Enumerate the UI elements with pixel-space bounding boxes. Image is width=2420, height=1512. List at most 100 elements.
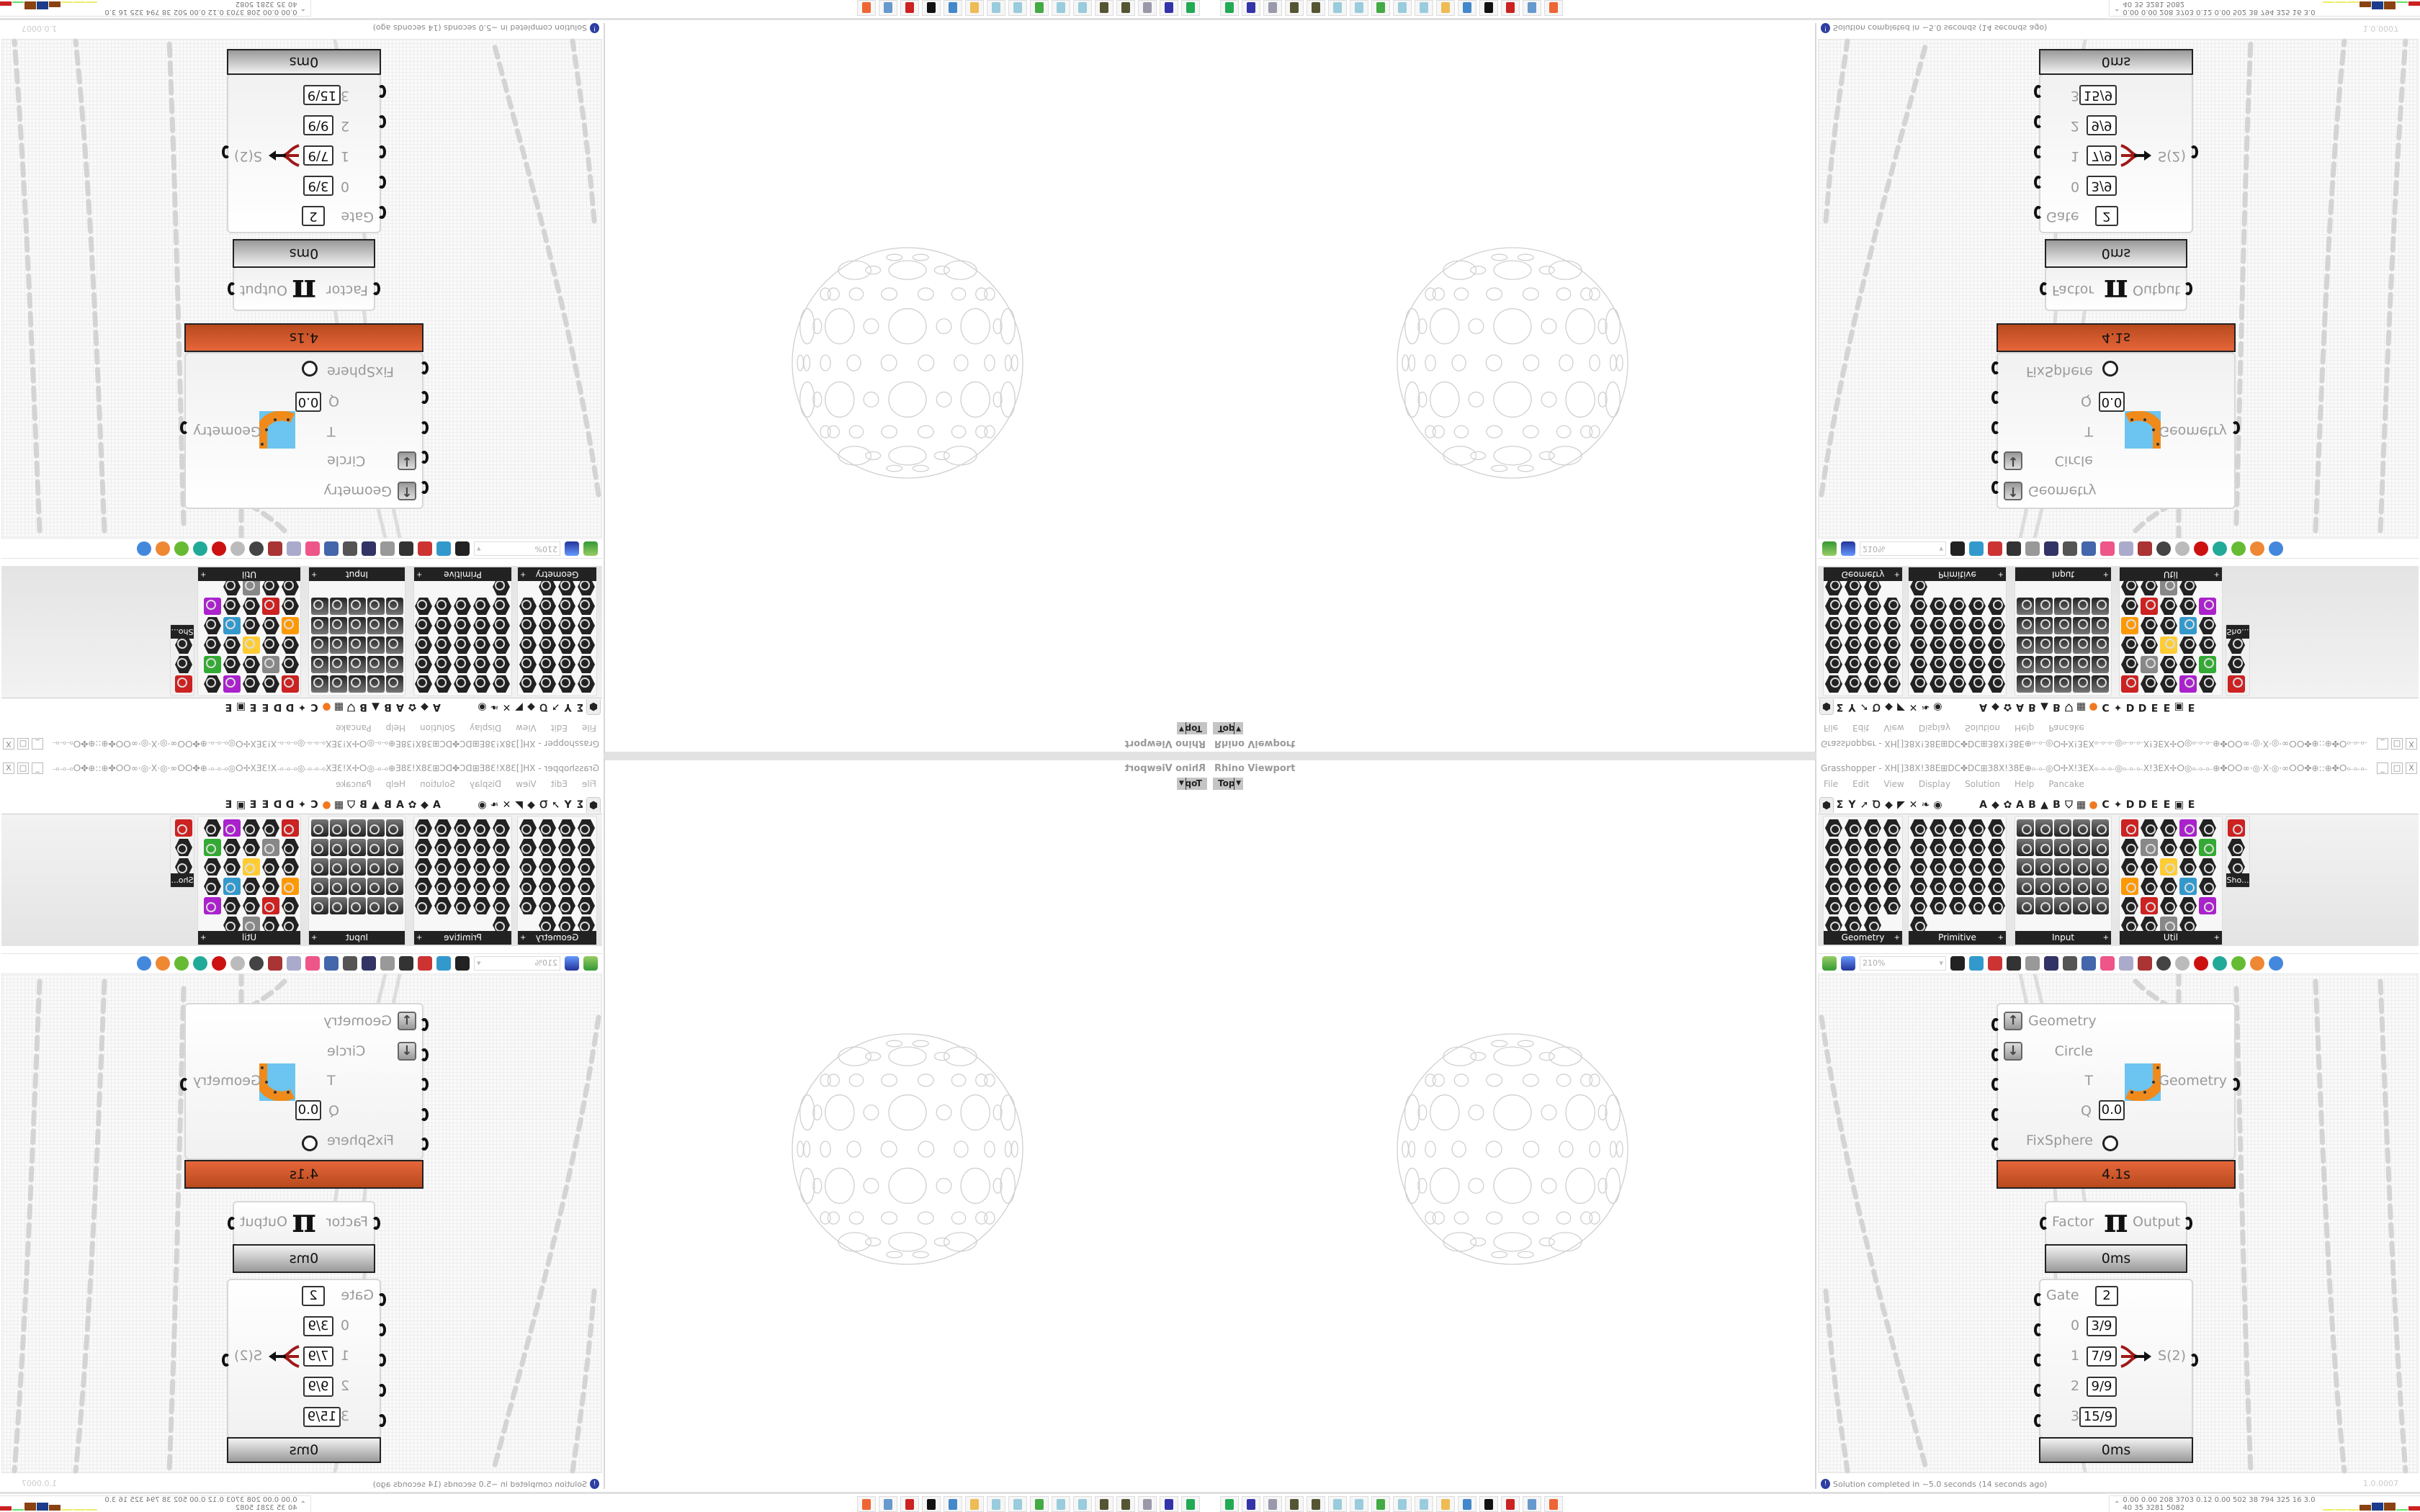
component-icon[interactable] xyxy=(2092,636,2109,654)
panel-label[interactable]: Util + xyxy=(198,931,300,945)
component-icon[interactable] xyxy=(519,897,537,914)
wireframe-icon[interactable] xyxy=(2175,955,2190,971)
component-icon[interactable] xyxy=(2228,819,2245,837)
input-grip[interactable] xyxy=(420,361,429,374)
panel-label[interactable]: Input + xyxy=(2015,931,2111,945)
tab-◆[interactable]: ◆ xyxy=(421,701,429,713)
folder-icon[interactable] xyxy=(965,0,984,16)
save-icon[interactable] xyxy=(1841,955,1855,971)
component-icon[interactable] xyxy=(578,598,595,615)
menu-file[interactable]: File xyxy=(581,723,596,733)
component-icon[interactable] xyxy=(2121,897,2138,914)
component-icon[interactable] xyxy=(539,858,556,876)
component-icon[interactable] xyxy=(175,839,192,856)
email-icon[interactable] xyxy=(2025,541,2040,557)
tab-7[interactable]: ✕ xyxy=(1909,701,1918,713)
tab-⛉[interactable]: ⛉ xyxy=(347,799,355,811)
component-icon[interactable] xyxy=(2141,819,2158,837)
component-icon[interactable] xyxy=(2141,858,2158,876)
tab-✦[interactable]: ✦ xyxy=(2113,799,2123,811)
component-icon[interactable] xyxy=(1930,878,1947,895)
menu-pancake[interactable]: Pancake xyxy=(336,779,372,789)
component-icon[interactable] xyxy=(262,656,279,673)
component-icon[interactable] xyxy=(1845,858,1862,876)
component-icon[interactable] xyxy=(1968,675,1986,693)
menu-help[interactable]: Help xyxy=(2014,779,2035,789)
component-icon[interactable] xyxy=(558,636,575,654)
component-icon[interactable] xyxy=(204,839,221,856)
tab-5[interactable]: ◆ xyxy=(527,799,535,811)
component-icon[interactable] xyxy=(415,839,432,856)
component-icon[interactable] xyxy=(1864,819,1881,837)
component-icon[interactable] xyxy=(1883,636,1901,654)
search-icon[interactable] xyxy=(324,955,339,971)
menu-solution[interactable]: Solution xyxy=(420,723,455,733)
arrow-up-icon[interactable]: ↑ xyxy=(2004,482,2022,500)
wireframe-icon[interactable] xyxy=(230,955,245,971)
preview-eye-icon[interactable] xyxy=(436,955,451,971)
component-icon[interactable] xyxy=(539,656,556,673)
tab-e[interactable]: E xyxy=(249,799,257,811)
output-grip[interactable] xyxy=(2184,282,2192,295)
component-icon[interactable] xyxy=(2073,656,2090,673)
red-app-icon[interactable] xyxy=(1501,1496,1520,1512)
component-icon[interactable] xyxy=(2092,819,2109,837)
green-icon[interactable] xyxy=(2231,541,2246,557)
component-icon[interactable] xyxy=(2073,839,2090,856)
chevron-down-icon[interactable]: ▼ xyxy=(1179,778,1186,790)
tab-5[interactable]: ◆ xyxy=(1885,701,1893,713)
component-icon[interactable] xyxy=(2035,839,2053,856)
component-icon[interactable] xyxy=(519,598,537,615)
firefox-icon[interactable] xyxy=(1544,0,1563,16)
component-icon[interactable] xyxy=(1864,858,1881,876)
tab-1[interactable]: Σ xyxy=(1836,799,1844,811)
component-icon[interactable] xyxy=(2179,839,2197,856)
component-icon[interactable] xyxy=(539,819,556,837)
component-icon[interactable] xyxy=(2054,897,2071,914)
component-icon[interactable] xyxy=(330,897,347,914)
component-icon[interactable] xyxy=(349,617,366,634)
tab-e[interactable]: E xyxy=(225,799,233,811)
tab-4[interactable]: Ꝺ xyxy=(539,701,547,713)
tab-2[interactable]: Y xyxy=(564,799,572,811)
grasshopper-canvas[interactable] xyxy=(1,973,602,1474)
menu-help[interactable]: Help xyxy=(2014,723,2035,733)
component-icon[interactable] xyxy=(1864,636,1881,654)
shade-icon[interactable] xyxy=(249,541,264,557)
maximize-button[interactable]: □ xyxy=(17,738,29,750)
component-icon[interactable] xyxy=(311,878,328,895)
component-icon[interactable] xyxy=(1825,617,1842,634)
notepad-icon[interactable] xyxy=(1073,0,1092,16)
component-icon[interactable] xyxy=(1910,878,1927,895)
sketch-icon[interactable] xyxy=(1988,541,2002,557)
app-5-icon[interactable] xyxy=(1095,1496,1113,1512)
input-grip[interactable] xyxy=(2040,282,2048,295)
input-grip[interactable] xyxy=(1991,1138,2000,1151)
tray-expand-icon[interactable]: ⌃ xyxy=(2114,4,2120,12)
tab-4[interactable]: Ꝺ xyxy=(1873,701,1881,713)
output-grip[interactable] xyxy=(222,145,230,158)
tab-✿[interactable]: ✿ xyxy=(2003,799,2012,811)
output-grip[interactable] xyxy=(180,421,189,434)
tab-b[interactable]: B xyxy=(359,701,367,713)
component-icon[interactable] xyxy=(2092,656,2109,673)
tab-✦[interactable]: ✦ xyxy=(297,701,307,713)
gha-icon[interactable] xyxy=(2044,541,2058,557)
firefox-icon[interactable] xyxy=(1544,1496,1563,1512)
tab-8[interactable]: ❧ xyxy=(490,799,499,811)
teal-icon[interactable] xyxy=(193,955,207,971)
app-3-icon[interactable] xyxy=(1263,0,1282,16)
component-icon[interactable] xyxy=(1930,636,1947,654)
component-icon[interactable] xyxy=(223,675,241,693)
component-icon[interactable] xyxy=(330,675,347,693)
app-3-icon[interactable] xyxy=(1263,1496,1282,1512)
component-icon[interactable] xyxy=(1864,675,1881,693)
expand-icon[interactable]: + xyxy=(311,570,318,578)
component-icon[interactable] xyxy=(349,858,366,876)
component-icon[interactable] xyxy=(262,636,279,654)
component-icon[interactable] xyxy=(539,878,556,895)
tab-▲[interactable]: ▲ xyxy=(2040,799,2048,811)
output-grip[interactable] xyxy=(222,1354,230,1367)
component-icon[interactable] xyxy=(2141,636,2158,654)
input-grip[interactable] xyxy=(2034,1293,2043,1306)
